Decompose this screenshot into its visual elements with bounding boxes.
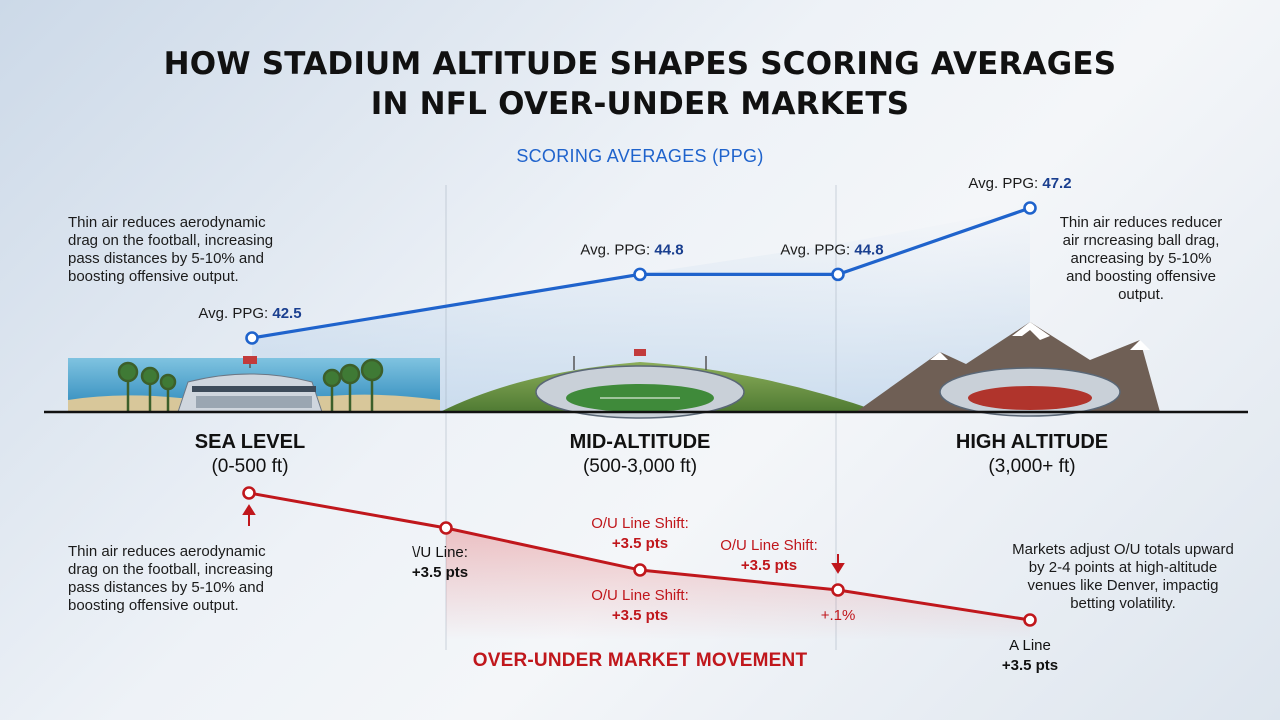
- market-label: O/U Line Shift: +3.5 pts: [591, 587, 689, 624]
- up-arrow-icon: [242, 504, 256, 526]
- zone-high-altitude: HIGH ALTITUDE (3,000+ ft): [912, 430, 1152, 480]
- scoring-chart-title: SCORING AVERAGES (PPG): [516, 146, 764, 166]
- zone-range: (0-500 ft): [211, 456, 289, 477]
- scoring-point: [633, 267, 647, 282]
- chart-title: HOW STADIUM ALTITUDE SHAPES SCORING AVER…: [0, 44, 1280, 124]
- note-top-right: Thin air reduces reducer air rncreasing …: [1059, 214, 1223, 303]
- high-altitude-stadium-illustration: [856, 322, 1160, 417]
- market-point: [242, 486, 256, 500]
- note-top-left: Thin air reduces aerodynamic drag on the…: [68, 214, 274, 285]
- market-series: [242, 486, 1037, 627]
- market-area-fill: [446, 528, 1030, 640]
- sea-level-stadium-illustration: [68, 356, 440, 413]
- scoring-data-label: Avg. PPG: 44.8: [780, 241, 883, 258]
- title-line-1: HOW STADIUM ALTITUDE SHAPES SCORING AVER…: [163, 46, 1117, 82]
- mid-altitude-stadium-illustration: [440, 349, 880, 419]
- market-label: \/U Line: +3.5 pts: [411, 544, 469, 581]
- scoring-point: [245, 331, 259, 345]
- zone-sea-level: SEA LEVEL (0-500 ft): [130, 430, 370, 480]
- market-label: O/U Line Shift: +3.5 pts: [720, 537, 818, 574]
- scoring-series: Avg. PPG: 42.5 Avg. PPG: 44.8 Avg. PPG: 44…: [198, 175, 1072, 345]
- market-point: [831, 583, 845, 597]
- scoring-point: [831, 267, 845, 282]
- zone-name: SEA LEVEL: [194, 431, 306, 453]
- note-bottom-left: Thin air reduces aerodynamic drag on the…: [68, 543, 274, 614]
- title-line-2: IN NFL OVER-UNDER MARKETS: [370, 86, 910, 122]
- zone-range: (3,000+ ft): [988, 456, 1076, 477]
- note-bottom-right: Markets adjust O/U totals upward by 2-4 …: [1012, 541, 1234, 612]
- scoring-data-label: Avg. PPG: 44.8: [580, 241, 683, 258]
- market-chart-title: OVER-UNDER MARKET MOVEMENT: [472, 650, 808, 671]
- zone-mid-altitude: MID-ALTITUDE (500-3,000 ft): [520, 430, 760, 480]
- scoring-data-label: Avg. PPG: 42.5: [198, 305, 301, 322]
- market-point: [1023, 613, 1037, 627]
- zone-range: (500-3,000 ft): [582, 456, 698, 477]
- market-label: A Line +3.5 pts: [1001, 637, 1059, 674]
- scoring-line: [251, 206, 1031, 340]
- market-point: [633, 563, 647, 577]
- scoring-area-fill: [252, 208, 1030, 412]
- scoring-data-label: Avg. PPG: 47.2: [968, 175, 1071, 192]
- market-label: +.1%: [820, 607, 856, 624]
- zone-name: MID-ALTITUDE: [569, 431, 711, 453]
- market-label: O/U Line Shift: +3.5 pts: [591, 515, 689, 552]
- down-arrow-icon: [831, 554, 845, 574]
- scoring-point: [1023, 201, 1037, 215]
- zone-name: HIGH ALTITUDE: [955, 431, 1109, 453]
- market-point: [439, 521, 453, 535]
